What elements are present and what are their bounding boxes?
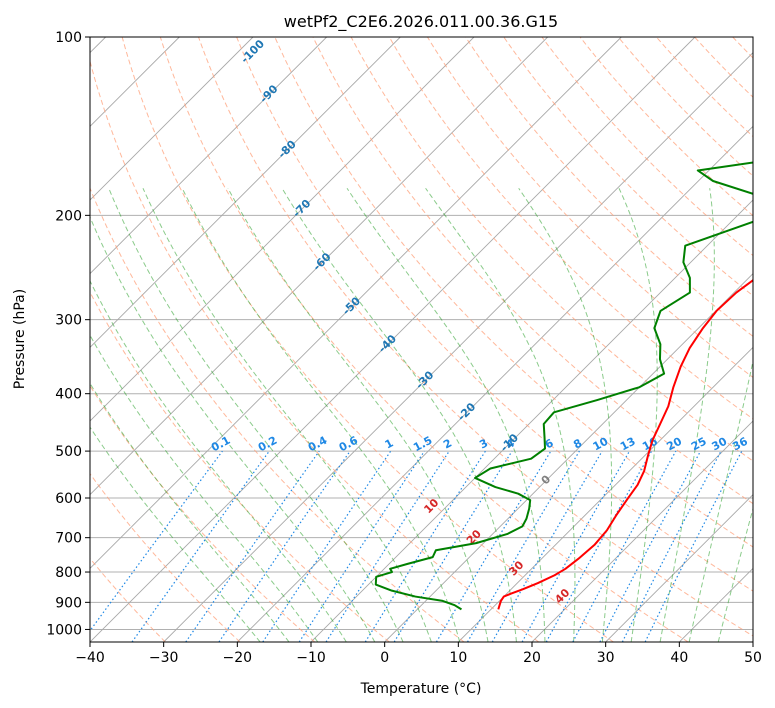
moist-adiabat-line	[227, 188, 489, 642]
x-tick-label: 30	[597, 650, 615, 666]
x-tick-label: 0	[380, 650, 389, 666]
x-tick-label: −20	[223, 650, 253, 666]
isotherm-line	[90, 37, 401, 348]
chart-title: wetPf2_C2E6.2026.011.00.36.G15	[284, 12, 558, 32]
mixing-ratio-label: 13	[618, 435, 638, 454]
mixing-ratio-label: 10	[591, 435, 611, 454]
moist-adiabat-line	[181, 188, 461, 642]
y-tick-label: 800	[55, 565, 82, 581]
y-tick-label: 200	[55, 208, 82, 224]
isotherm-line	[163, 52, 753, 642]
dry-adiabat-line	[159, 37, 689, 642]
moist-adiabat-line	[425, 187, 576, 642]
dry-adiabat-line	[350, 37, 753, 462]
x-tick-label: −30	[149, 650, 179, 666]
moist-adiabat-line	[90, 215, 376, 642]
moist-adiabat-line	[90, 426, 261, 642]
mixing-ratio-label: 20	[664, 435, 684, 454]
background-lines	[90, 37, 753, 642]
isotherm-line	[605, 494, 753, 642]
moist-adiabat-line	[618, 188, 658, 642]
mixing-ratio-line	[185, 450, 320, 642]
mixing-ratio-line	[218, 450, 351, 642]
mixing-ratio-line	[435, 450, 552, 642]
dry-adiabat-line	[90, 384, 316, 642]
x-tick-label: 10	[449, 650, 467, 666]
moist-adiabat-line	[108, 188, 404, 642]
mixing-ratio-line	[364, 450, 486, 642]
mixing-ratio-line	[90, 450, 223, 632]
dry-adiabat-line	[90, 472, 241, 642]
y-tick-label: 600	[55, 491, 82, 507]
dry-adiabat-line	[312, 37, 753, 505]
dry-adiabat-line	[465, 37, 753, 337]
mixing-ratio-line	[491, 450, 603, 642]
isotherm-line	[310, 199, 753, 642]
moist-adiabat-line	[90, 334, 319, 642]
moist-adiabat-line	[90, 279, 347, 642]
isotherm-line	[90, 37, 696, 642]
temperature-line	[497, 278, 753, 610]
y-tick-label: 500	[55, 444, 82, 460]
isotherm-line	[90, 37, 622, 569]
plot-frame	[89, 36, 754, 643]
mixing-ratio-line	[521, 450, 631, 642]
mixing-ratio-label: 16	[640, 435, 660, 454]
y-tick-label: 900	[55, 595, 82, 611]
moist-adiabat-line	[518, 187, 613, 642]
x-tick-label: 40	[670, 650, 688, 666]
isotherm-line	[90, 37, 254, 201]
dry-adiabat-line	[426, 37, 753, 378]
y-tick-label: 100	[55, 30, 82, 46]
y-axis-title: Pressure (hPa)	[12, 289, 28, 389]
dry-adiabat-line	[121, 37, 614, 642]
dry-adiabat-line	[90, 291, 390, 642]
isotherm-line	[90, 37, 475, 422]
mixing-ratio-line	[393, 450, 513, 642]
y-tick-label: 1000	[46, 622, 82, 638]
dry-adiabat-line	[90, 186, 465, 642]
profile-series	[374, 161, 753, 611]
y-tick-label: 400	[55, 387, 82, 403]
mixing-ratio-line	[572, 450, 677, 642]
y-axis: 100 200 300 400 500 600 700 800 900 1000	[46, 30, 90, 638]
isotherm-line	[458, 346, 753, 642]
dry-adiabat-line	[236, 37, 753, 592]
x-tick-label: 20	[523, 650, 541, 666]
mixing-ratio-line	[545, 450, 653, 642]
isotherm-line	[90, 37, 327, 275]
mixing-ratio-line	[131, 450, 270, 642]
mixing-ratio-line	[325, 450, 450, 642]
isotherm-line	[90, 37, 548, 496]
dry-adiabat-line	[579, 37, 753, 217]
mixing-ratio-label: 30	[710, 435, 730, 454]
mixing-ratio-label: 36	[730, 435, 750, 454]
x-tick-label: 50	[744, 650, 762, 666]
moist-adiabat-line	[142, 188, 432, 642]
dry-adiabat-line	[90, 59, 540, 642]
dewpoint-line	[374, 161, 753, 611]
dry-adiabat-line	[503, 37, 753, 297]
isotherm-line	[237, 125, 753, 642]
mixing-ratio-label: 25	[689, 435, 709, 454]
x-axis-title: Temperature (°C)	[360, 681, 482, 697]
y-tick-label: 700	[55, 531, 82, 547]
mixing-ratio-line	[466, 450, 580, 642]
isotherm-line	[531, 420, 753, 642]
y-tick-label: 300	[55, 313, 82, 329]
moist-adiabat-line	[90, 382, 290, 642]
x-axis: −40 −30 −20 −10 0 10 20 30 40 50	[75, 642, 762, 666]
moist-adiabat-line	[659, 188, 715, 642]
x-tick-label: −40	[75, 650, 105, 666]
x-tick-label: −10	[296, 650, 326, 666]
